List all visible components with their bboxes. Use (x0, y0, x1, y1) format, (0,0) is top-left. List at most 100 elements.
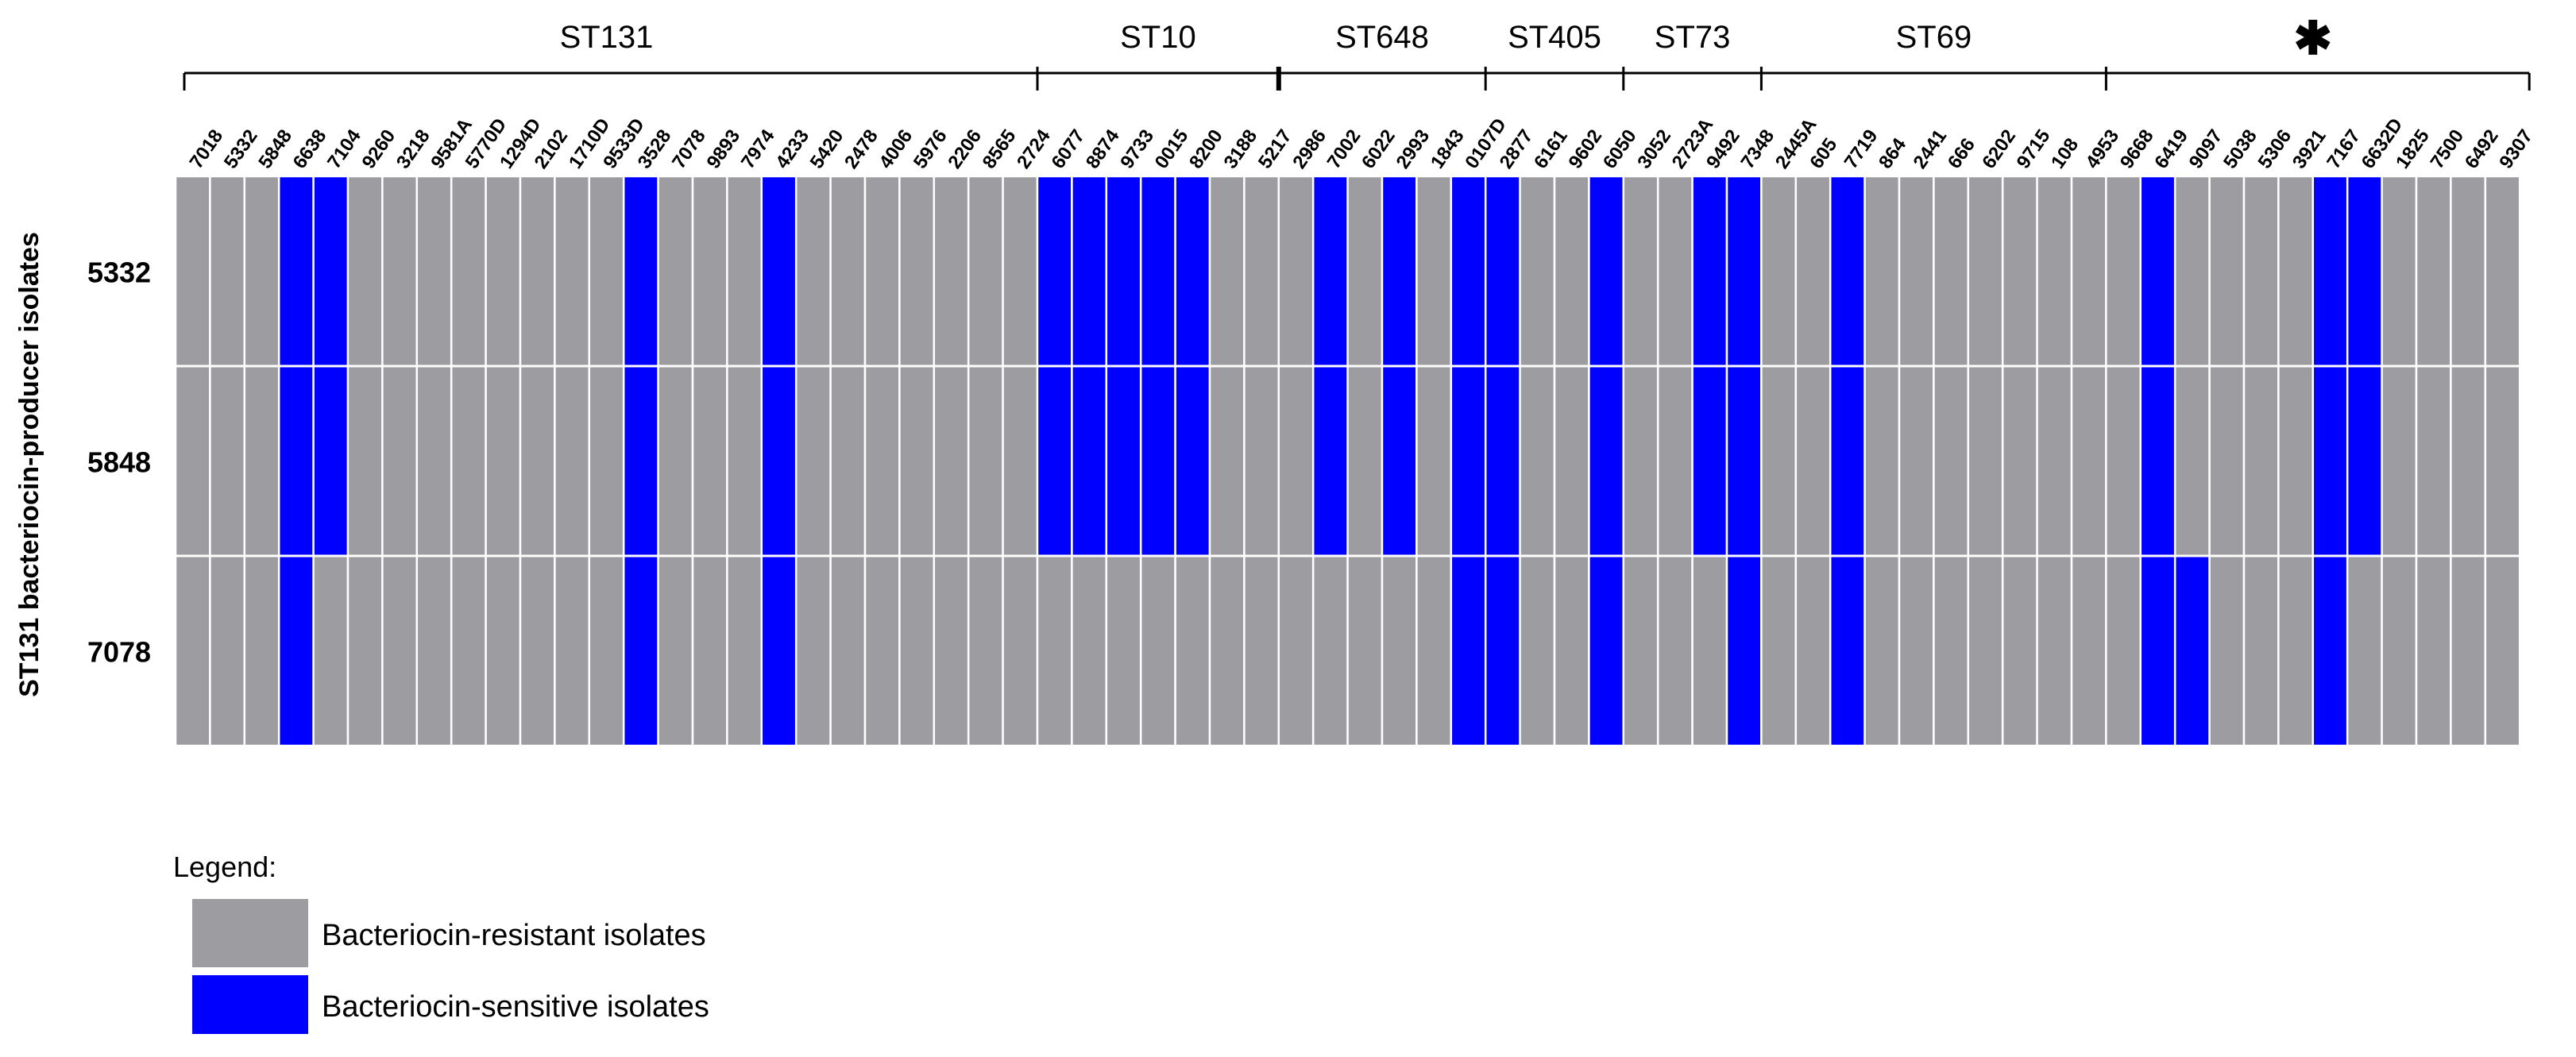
cell-resistant (1656, 554, 1694, 747)
cell-resistant (1933, 175, 1970, 368)
column-label: 5848 (254, 125, 296, 172)
cell-resistant (243, 365, 280, 557)
cell-resistant (1346, 554, 1384, 747)
group-label: ST405 (1508, 20, 1601, 55)
cell-resistant (794, 365, 832, 557)
cell-sensitive (1691, 365, 1728, 557)
cell-resistant (1656, 365, 1694, 557)
cell-resistant (1794, 365, 1832, 557)
cell-resistant (863, 365, 901, 557)
cell-sensitive (1139, 365, 1176, 557)
cell-resistant (2415, 365, 2452, 557)
cell-resistant (415, 365, 453, 557)
cell-sensitive (312, 365, 350, 557)
cell-sensitive (312, 175, 350, 368)
cell-sensitive (2311, 554, 2349, 747)
cell-resistant (1277, 365, 1315, 557)
cell-sensitive (760, 554, 798, 747)
cell-resistant (1277, 554, 1315, 747)
cell-sensitive (1311, 175, 1349, 368)
column-label: 6638 (289, 125, 331, 172)
cell-resistant (1243, 554, 1280, 747)
cell-sensitive (1484, 365, 1521, 557)
column-label: 9733 (1116, 125, 1158, 172)
cell-sensitive (1829, 365, 1866, 557)
cell-resistant (381, 175, 419, 368)
cell-resistant (2173, 175, 2211, 368)
cell-resistant (450, 175, 487, 368)
cell-resistant (2036, 554, 2073, 747)
cell-resistant (1898, 554, 1935, 747)
cell-sensitive (1725, 365, 1763, 557)
group-label: ✱ (2293, 13, 2332, 64)
column-label: 5306 (2254, 125, 2296, 172)
cell-sensitive (1381, 175, 1418, 368)
cell-resistant (829, 554, 867, 747)
cell-resistant (415, 175, 453, 368)
column-label: 6419 (2150, 125, 2192, 172)
cell-resistant (691, 365, 728, 557)
cell-resistant (2173, 365, 2211, 557)
cell-resistant (1967, 554, 2004, 747)
cell-resistant (174, 554, 211, 747)
cell-resistant (967, 365, 1004, 557)
cell-resistant (485, 365, 522, 557)
cell-resistant (1898, 365, 1935, 557)
cell-resistant (1967, 175, 2004, 368)
cell-resistant (2415, 175, 2452, 368)
column-label: 7104 (323, 125, 365, 173)
cell-resistant (2105, 554, 2142, 747)
cell-resistant (1967, 365, 2004, 557)
cell-resistant (1519, 365, 1556, 557)
cell-resistant (1381, 554, 1418, 747)
column-label: 5038 (2219, 125, 2261, 172)
column-label: 7974 (737, 125, 779, 173)
cell-resistant (657, 175, 694, 368)
cell-sensitive (1484, 554, 1521, 747)
row-label: 5332 (87, 257, 151, 289)
cell-sensitive (277, 554, 315, 747)
column-label: 7167 (2323, 125, 2365, 172)
cell-resistant (2208, 554, 2246, 747)
cell-sensitive (1450, 175, 1487, 368)
group-header: ST131 ST10 ST648 ST405 ST73 ST69 ✱ (183, 13, 2531, 91)
cell-resistant (1277, 175, 1315, 368)
cell-resistant (1794, 175, 1832, 368)
cell-sensitive (1588, 554, 1625, 747)
cell-resistant (2450, 554, 2487, 747)
cell-resistant (2277, 175, 2315, 368)
cell-resistant (863, 554, 901, 747)
cell-resistant (933, 365, 970, 557)
cell-sensitive (1105, 175, 1142, 368)
cell-resistant (588, 175, 625, 368)
cell-sensitive (1691, 175, 1728, 368)
cell-resistant (2070, 365, 2107, 557)
column-label: 5217 (1254, 125, 1296, 172)
cell-resistant (1243, 365, 1280, 557)
column-labels: 70185332584866387104926032189581A5770D12… (185, 114, 2537, 172)
cell-resistant (1519, 175, 1556, 368)
column-label: 6492 (2461, 125, 2503, 172)
cell-resistant (1898, 175, 1935, 368)
column-label: 7719 (1840, 125, 1883, 172)
cell-resistant (1863, 175, 1901, 368)
cell-resistant (2346, 554, 2383, 747)
cell-resistant (519, 365, 556, 557)
column-label: 3188 (1219, 125, 1261, 172)
cell-resistant (1933, 554, 1970, 747)
cell-resistant (2277, 554, 2315, 747)
cell-resistant (898, 365, 936, 557)
cell-sensitive (1311, 365, 1349, 557)
column-label: 7500 (2426, 125, 2468, 172)
cell-resistant (2381, 554, 2418, 747)
cell-resistant (346, 554, 384, 747)
row-label: 5848 (87, 446, 151, 479)
cell-resistant (1863, 554, 1901, 747)
cell-resistant (794, 554, 832, 747)
cell-resistant (1760, 365, 1798, 557)
cell-resistant (519, 175, 556, 368)
cell-resistant (1760, 554, 1798, 747)
cell-resistant (657, 554, 694, 747)
cell-resistant (2277, 365, 2315, 557)
